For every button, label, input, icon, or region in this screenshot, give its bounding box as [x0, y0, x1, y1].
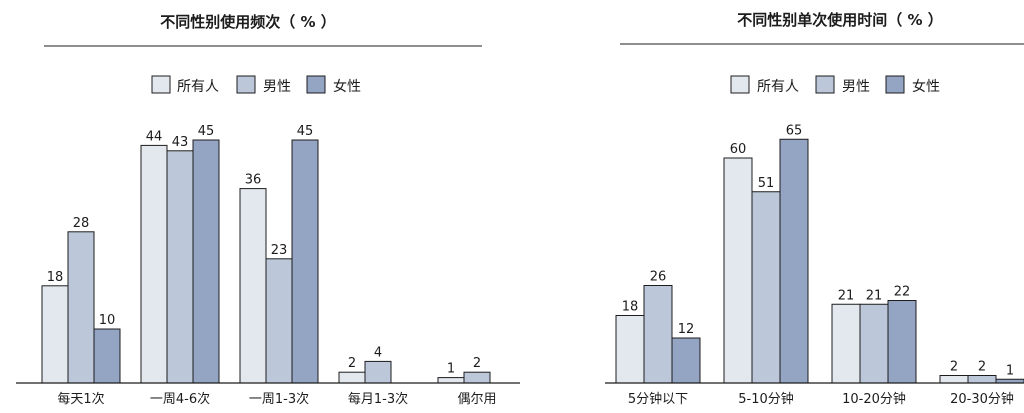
category-label-1: 每天1次	[57, 391, 104, 407]
bar-all-3	[831, 303, 861, 384]
bar-all-4	[338, 371, 366, 384]
data-label-female-4: 1	[1006, 363, 1014, 378]
data-label-all-3: 21	[838, 288, 855, 303]
bar-male-3	[265, 258, 293, 384]
bar-all-5	[437, 377, 465, 384]
legend-swatch-male	[236, 75, 256, 94]
category-label-1: 5分钟以下	[628, 391, 688, 407]
bar-all-3	[239, 188, 267, 384]
data-label-all-4: 2	[348, 356, 356, 371]
bar-female-1	[671, 337, 701, 384]
legend-swatch-male	[815, 75, 835, 94]
data-label-all-5: 1	[447, 362, 455, 377]
category-label-4: 20-30分钟	[950, 391, 1014, 407]
data-label-all-2: 60	[730, 142, 747, 157]
bar-all-4	[939, 375, 969, 384]
bar-female-3	[291, 139, 319, 384]
data-label-all-3: 36	[245, 173, 262, 188]
legend: 所有人 男性 女性	[730, 75, 940, 95]
legend-label-all: 所有人	[177, 79, 219, 95]
data-label-male-2: 43	[172, 135, 189, 150]
chart-title: 不同性别使用频次（ % ）	[160, 13, 335, 31]
bar-female-2	[192, 139, 220, 384]
data-label-all-1: 18	[622, 300, 639, 315]
data-label-male-4: 4	[374, 345, 382, 360]
data-label-female-2: 45	[198, 124, 215, 139]
data-label-all-2: 44	[146, 129, 163, 144]
category-label-5: 偶尔用	[457, 392, 496, 407]
bar-female-2	[779, 138, 809, 384]
data-label-male-1: 28	[73, 216, 90, 231]
legend-label-female: 女性	[912, 78, 940, 95]
data-label-female-3: 22	[894, 285, 911, 300]
category-label-2: 一周4-6次	[150, 391, 210, 407]
bar-female-3	[887, 300, 917, 384]
legend-swatch-female	[885, 75, 905, 94]
legend-label-all: 所有人	[757, 79, 799, 95]
legend-label-female: 女性	[333, 78, 361, 95]
data-label-male-3: 23	[271, 243, 288, 258]
bar-male-1	[643, 285, 673, 384]
legend-label-male: 男性	[263, 79, 291, 95]
bar-male-3	[859, 303, 889, 384]
bar-male-5	[463, 371, 491, 384]
data-label-all-4: 2	[950, 360, 958, 375]
data-label-female-3: 45	[297, 124, 314, 139]
data-label-male-3: 21	[866, 288, 883, 303]
bar-male-2	[751, 191, 781, 384]
legend-swatch-all	[151, 75, 171, 94]
data-label-female-1: 12	[678, 322, 695, 337]
bar-male-4	[364, 360, 392, 384]
data-label-female-1: 10	[99, 313, 116, 328]
legend-swatch-all	[730, 75, 750, 94]
data-label-female-2: 65	[786, 123, 803, 138]
bar-all-2	[723, 157, 753, 384]
category-label-3: 10-20分钟	[842, 391, 906, 407]
bar-all-1	[615, 315, 645, 384]
bar-female-1	[93, 328, 121, 384]
chart-title: 不同性别单次使用时间（ % ）	[737, 11, 942, 29]
chart-duration: 不同性别单次使用时间（ % ） 所有人 男性 女性 1826125分钟以下605…	[605, 11, 1024, 407]
data-label-all-1: 18	[47, 270, 64, 285]
data-label-male-2: 51	[758, 176, 775, 191]
legend-swatch-female	[306, 75, 326, 94]
chart-frequency: 不同性别使用频次（ % ） 所有人 男性 女性 18 28 10 每天1次 44 43 45…	[16, 13, 520, 407]
bar-male-1	[67, 231, 95, 384]
legend: 所有人 男性 女性	[151, 75, 361, 95]
category-label-2: 5-10分钟	[738, 391, 794, 407]
legend-label-male: 男性	[842, 79, 870, 95]
bar-male-2	[166, 150, 194, 384]
data-label-male-1: 26	[650, 270, 667, 285]
bar-all-1	[41, 285, 69, 384]
category-label-4: 每月1-3次	[348, 391, 408, 407]
bar-male-4	[967, 375, 997, 384]
bar-all-2	[140, 144, 168, 384]
category-label-3: 一周1-3次	[249, 391, 309, 407]
data-label-male-5: 2	[473, 356, 481, 371]
data-label-male-4: 2	[978, 360, 986, 375]
